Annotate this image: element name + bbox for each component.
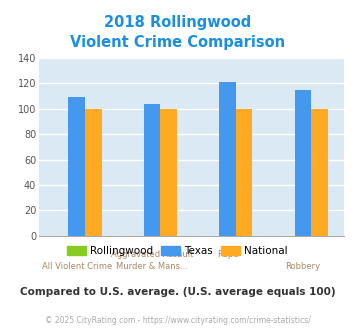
Bar — [160, 109, 177, 236]
Bar — [311, 109, 328, 236]
Bar — [69, 97, 85, 236]
Text: © 2025 CityRating.com - https://www.cityrating.com/crime-statistics/: © 2025 CityRating.com - https://www.city… — [45, 316, 310, 325]
Bar — [219, 82, 236, 236]
Bar — [295, 89, 311, 236]
Bar — [85, 109, 102, 236]
Text: Compared to U.S. average. (U.S. average equals 100): Compared to U.S. average. (U.S. average … — [20, 287, 335, 297]
Text: Murder & Mans...: Murder & Mans... — [116, 262, 188, 271]
Bar — [144, 104, 160, 236]
Text: Violent Crime Comparison: Violent Crime Comparison — [70, 35, 285, 50]
Bar — [236, 109, 252, 236]
Text: All Violent Crime: All Violent Crime — [42, 262, 112, 271]
Legend: Rollingwood, Texas, National: Rollingwood, Texas, National — [63, 242, 292, 260]
Text: Robbery: Robbery — [285, 262, 321, 271]
Text: Rape: Rape — [217, 250, 238, 259]
Text: Aggravated Assault: Aggravated Assault — [111, 250, 193, 259]
Text: 2018 Rollingwood: 2018 Rollingwood — [104, 15, 251, 30]
